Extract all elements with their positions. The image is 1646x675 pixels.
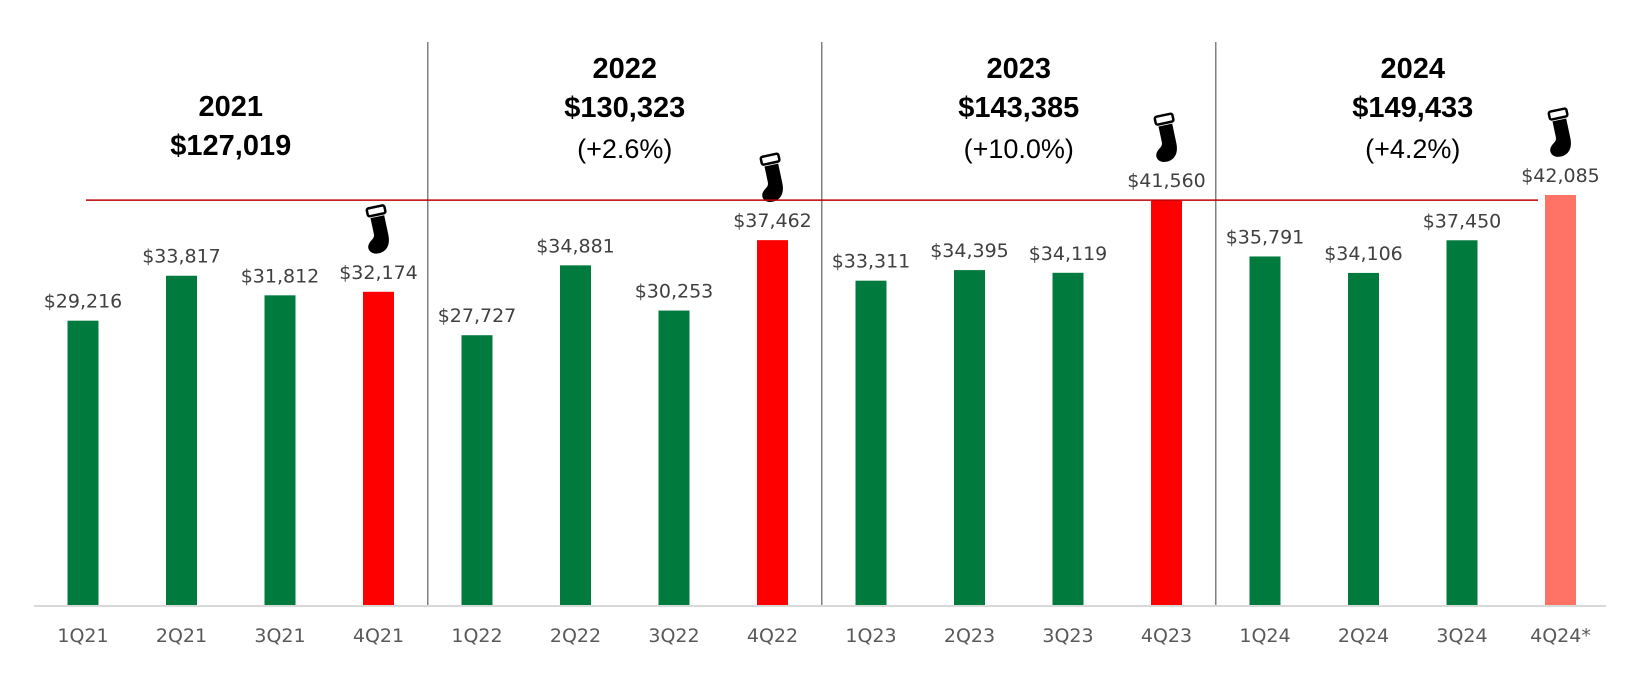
bar-4q24	[1545, 195, 1576, 606]
x-axis-tick-labels: 1Q21 2Q21 3Q21 4Q21 1Q22 2Q22 3Q22 4Q22 1Q23 2Q23…	[57, 625, 1590, 647]
bar-2q22	[560, 265, 591, 606]
data-label: $37,462	[733, 210, 812, 232]
bar-2q24	[1348, 272, 1379, 606]
x-tick-label: 4Q24*	[1530, 625, 1591, 647]
year-total: $149,433	[1352, 92, 1473, 124]
bar-1q22	[461, 335, 493, 606]
bar-1q24	[1249, 256, 1281, 606]
bar-1q21	[67, 320, 99, 606]
data-label: $41,560	[1127, 170, 1206, 192]
x-tick-label: 4Q22	[747, 625, 798, 647]
data-label: $31,812	[241, 265, 320, 287]
stocking-icon	[759, 152, 783, 202]
data-label: $33,817	[142, 246, 221, 268]
data-label: $29,216	[44, 291, 123, 313]
data-label: $42,085	[1521, 165, 1600, 187]
year-total: $127,019	[170, 130, 291, 162]
data-label: $30,253	[635, 281, 714, 303]
data-label: $34,881	[536, 235, 615, 257]
stocking-icon	[1547, 107, 1571, 157]
bar-4q22	[757, 240, 788, 606]
x-tick-label: 3Q24	[1436, 625, 1487, 647]
x-tick-label: 1Q22	[451, 625, 502, 647]
x-tick-label: 1Q21	[57, 625, 108, 647]
data-label: $34,119	[1029, 243, 1108, 265]
bar-1q23	[855, 280, 887, 606]
data-label: $37,450	[1423, 210, 1502, 232]
data-label: $27,727	[438, 305, 517, 327]
bar-3q24	[1446, 240, 1478, 606]
data-label: $34,106	[1324, 243, 1403, 265]
year-headers: 2021 $127,019 2022 $130,323 (+2.6%) 2023 $143,…	[170, 53, 1473, 164]
year-change: (+2.6%)	[577, 134, 672, 164]
year-title: 2023	[986, 53, 1051, 85]
year-total: $143,385	[958, 92, 1079, 124]
x-tick-label: 3Q23	[1042, 625, 1093, 647]
x-tick-label: 2Q24	[1338, 625, 1389, 647]
bar-2q23	[954, 270, 985, 606]
year-separators	[427, 42, 1217, 606]
bar-4q23	[1151, 200, 1182, 606]
x-tick-label: 2Q21	[156, 625, 207, 647]
year-title: 2021	[198, 91, 263, 123]
x-tick-label: 1Q23	[845, 625, 896, 647]
bar-3q22	[658, 310, 690, 606]
year-title: 2022	[592, 53, 657, 85]
data-label: $35,791	[1226, 226, 1305, 248]
year-total: $130,323	[564, 92, 685, 124]
x-tick-label: 3Q21	[254, 625, 305, 647]
x-tick-label: 2Q23	[944, 625, 995, 647]
data-label: $33,311	[832, 251, 911, 273]
x-tick-label: 1Q24	[1239, 625, 1290, 647]
stocking-icon	[365, 204, 389, 254]
bar-2q21	[166, 275, 197, 606]
value-labels: $29,216 $33,817 $31,812 $32,174 $27,727 $34,8…	[44, 165, 1600, 327]
data-label: $34,395	[930, 240, 1009, 262]
x-tick-label: 4Q23	[1141, 625, 1192, 647]
x-tick-label: 4Q21	[353, 625, 404, 647]
bar-3q23	[1052, 272, 1084, 606]
bars	[67, 195, 1576, 606]
year-change: (+10.0%)	[964, 134, 1074, 164]
year-title: 2024	[1380, 53, 1445, 85]
year-change: (+4.2%)	[1365, 134, 1460, 164]
bar-3q21	[264, 295, 296, 606]
stocking-icons	[365, 107, 1571, 254]
x-tick-label: 2Q22	[550, 625, 601, 647]
data-label: $32,174	[339, 262, 418, 284]
stocking-icon	[1153, 112, 1177, 162]
x-tick-label: 3Q22	[648, 625, 699, 647]
bar-4q21	[363, 291, 394, 606]
